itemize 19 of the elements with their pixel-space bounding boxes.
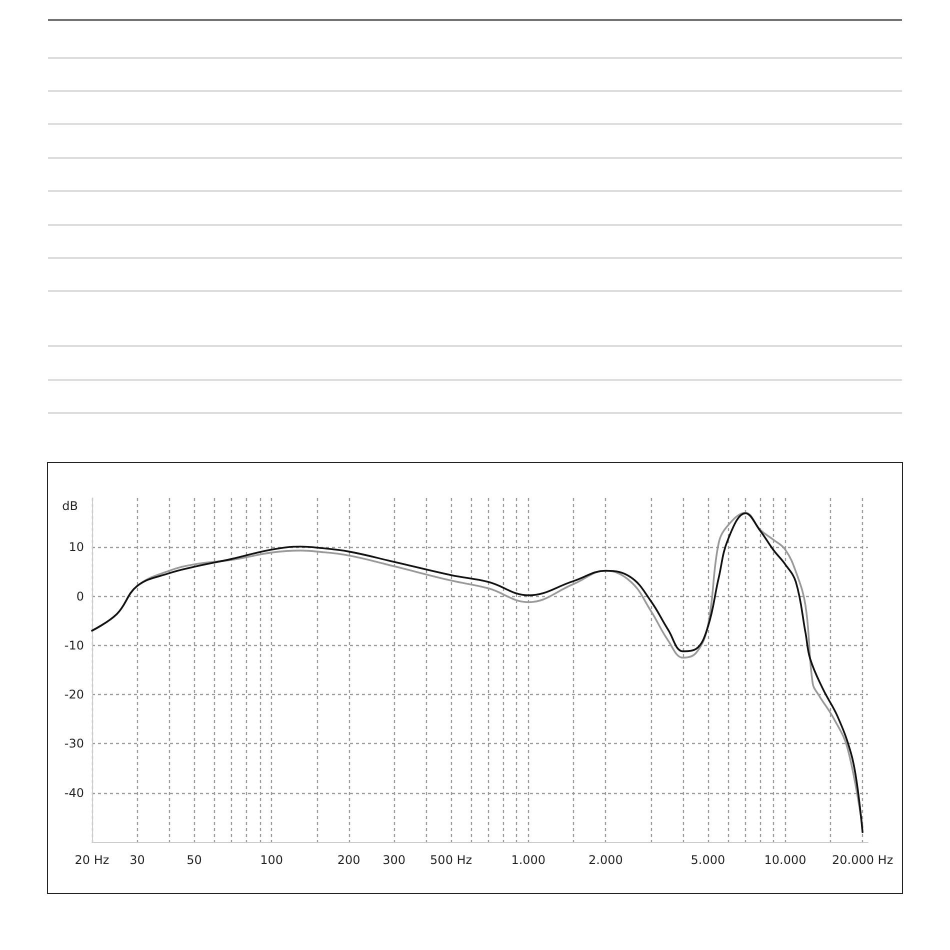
x-tick-label: 5.000 [690,853,726,867]
x-tick-label: 500 Hz [430,853,472,867]
y-tick-label: -20 [64,688,84,702]
x-tick-label: 30 [130,853,145,867]
x-tick-label: 20.000 Hz [832,853,894,867]
x-tick-label: 50 [186,853,202,867]
x-tick-label: 10.000 [764,853,806,867]
x-tick-label: 1.000 [511,853,546,867]
x-tick-label: 2.000 [588,853,623,867]
y-tick-label: -30 [64,736,84,751]
y-tick-label: -40 [64,786,84,800]
x-tick-label: 200 [337,853,360,867]
x-tick-label: 100 [260,853,283,867]
y-tick-label: -10 [64,638,84,652]
y-tick-label: 10 [68,540,84,554]
x-tick-label: 300 [382,853,406,867]
y-axis-title: dB [62,499,78,513]
x-tick-label: 20 Hz [74,853,110,867]
y-tick-label: 0 [76,589,84,604]
